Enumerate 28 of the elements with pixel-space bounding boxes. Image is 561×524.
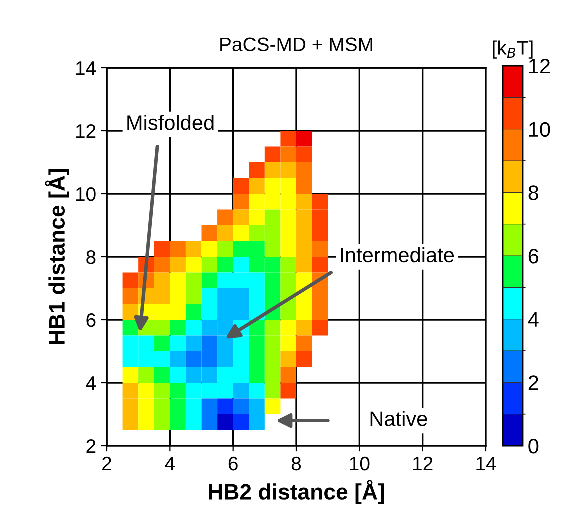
x-tick-label: 8 (292, 456, 302, 471)
y-tick-label: 10 (76, 187, 96, 202)
x-tick-label: 6 (228, 456, 238, 471)
y-tick-label: 14 (76, 62, 96, 76)
y-tick-label: 4 (86, 376, 96, 390)
x-axis-title: HB2 distance [Å] (209, 480, 384, 504)
color-bar-label: 8 (528, 186, 539, 200)
annotation: Native (370, 411, 428, 426)
color-bar-label: 10 (529, 122, 550, 138)
x-tick-label: 14 (476, 457, 496, 471)
annotation: Misfolded (128, 114, 214, 130)
y-tick-label: 2 (86, 439, 96, 454)
color-bar-label: 2 (528, 376, 538, 390)
y-tick-label: 12 (76, 124, 96, 138)
y-tick-label: 8 (86, 250, 96, 264)
color-bar-label: 6 (528, 249, 539, 264)
x-tick-label: 2 (102, 456, 112, 471)
color-bar-label: 0 (528, 439, 539, 454)
chart-title: PaCS-MD + MSM (220, 38, 372, 52)
annotation: Intermediate (341, 247, 454, 263)
x-tick-label: 4 (165, 457, 176, 471)
x-tick-label: 12 (414, 456, 433, 471)
y-tick-label: 6 (86, 313, 96, 328)
x-tick-label: 10 (350, 456, 370, 471)
color-bar-label: 12 (529, 59, 550, 74)
y-axis-title: HB1 distance [Å] (45, 169, 70, 344)
color-bar-label: 4 (528, 312, 539, 327)
color-bar-title: [k$_{B}$T] (493, 40, 533, 59)
